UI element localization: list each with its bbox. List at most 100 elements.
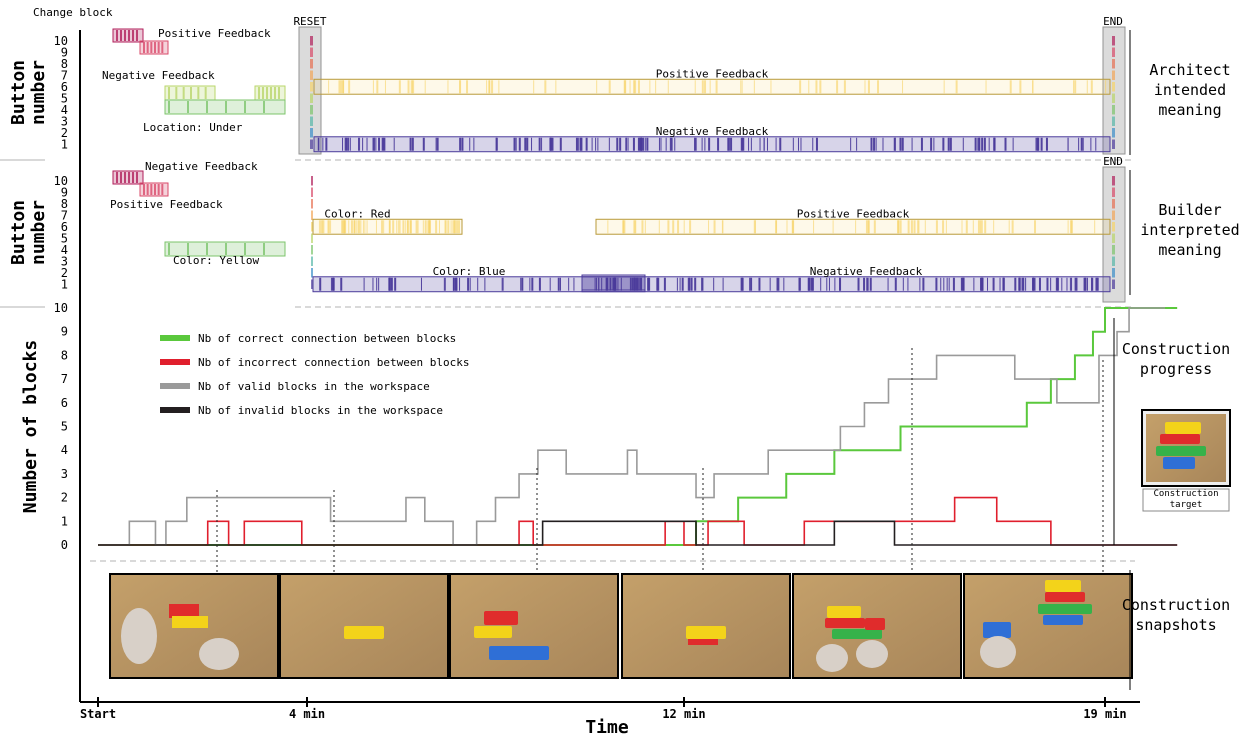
- snapshot-brick: [1038, 604, 1092, 614]
- button-press-tick: [946, 277, 948, 291]
- button-press-tick: [766, 137, 768, 151]
- button-press-tick: [606, 277, 609, 291]
- button-press-tick: [350, 220, 353, 234]
- legend-swatch: [160, 335, 190, 341]
- button-press-tick: [1095, 137, 1097, 151]
- button-press-tick: [658, 220, 660, 234]
- inset-label: Positive Feedback: [158, 27, 271, 40]
- button-press-tick: [800, 137, 802, 151]
- snapshot-brick: [1045, 580, 1081, 592]
- button-press-tick: [980, 220, 983, 234]
- ytick-label: 2: [61, 266, 68, 280]
- button-press-tick: [489, 80, 491, 94]
- button-press-tick: [979, 137, 981, 151]
- button-press-tick: [310, 59, 313, 69]
- button-press-tick: [1008, 220, 1010, 234]
- band-label: Color: Red: [324, 207, 390, 220]
- button-press-tick: [866, 277, 869, 291]
- button-press-tick: [763, 137, 765, 151]
- button-press-tick: [549, 137, 551, 151]
- ytick-label: 6: [61, 396, 68, 410]
- inset-label: Color: Yellow: [173, 254, 259, 267]
- button-press-tick: [902, 80, 904, 94]
- button-press-tick: [322, 220, 325, 234]
- button-press-tick: [649, 80, 651, 94]
- button-press-tick: [1090, 137, 1092, 151]
- inset-label: Negative Feedback: [145, 160, 258, 173]
- button-press-tick: [596, 80, 598, 94]
- button-press-tick: [836, 80, 839, 94]
- ytick-label: 5: [61, 231, 68, 245]
- inset-change-block-tick: [116, 30, 118, 41]
- button-press-tick: [660, 137, 662, 151]
- inset-negative-tick: [262, 87, 264, 99]
- button-press-tick: [524, 137, 527, 151]
- inset-label: Change block: [33, 6, 113, 19]
- button-press-tick: [410, 80, 413, 94]
- button-press-tick: [875, 137, 877, 151]
- button-press-tick: [384, 80, 386, 94]
- ytick-label: 8: [61, 348, 68, 362]
- button-press-tick: [601, 277, 603, 291]
- button-press-tick: [1086, 80, 1088, 94]
- ylabel-group: Button number: [8, 200, 49, 265]
- ytick-label: 6: [61, 220, 68, 234]
- inset-negative-tick: [168, 87, 170, 99]
- button-press-tick: [992, 277, 995, 291]
- button-press-tick: [727, 137, 730, 151]
- button-press-tick: [679, 277, 681, 291]
- ytick-label: 9: [61, 185, 68, 199]
- button-press-tick: [899, 220, 902, 234]
- button-press-tick: [631, 277, 634, 291]
- button-press-tick: [577, 137, 579, 151]
- button-press-tick: [1018, 277, 1021, 291]
- button-press-tick: [531, 277, 534, 291]
- ytick-label: 7: [61, 208, 68, 222]
- button-press-tick: [913, 220, 916, 234]
- ytick-label: 6: [61, 80, 68, 94]
- button-press-tick: [670, 137, 673, 151]
- snapshot-brick: [169, 604, 199, 618]
- button-press-tick: [899, 137, 902, 151]
- button-press-tick: [749, 277, 751, 291]
- side-label: interpreted: [1140, 221, 1239, 239]
- button-press-tick: [1112, 268, 1115, 278]
- button-press-tick: [955, 80, 958, 94]
- button-press-tick: [392, 220, 395, 234]
- inset-positive-tick: [154, 42, 156, 53]
- button-press-tick: [727, 137, 729, 151]
- button-press-tick: [362, 137, 364, 151]
- button-press-tick: [609, 277, 612, 291]
- inset-negative-tick: [258, 87, 260, 99]
- inset-positive-tick: [146, 184, 149, 195]
- button-press-tick: [987, 277, 989, 291]
- button-press-tick: [777, 277, 780, 291]
- button-press-tick: [549, 277, 551, 291]
- button-press-tick: [619, 137, 622, 151]
- button-press-tick: [402, 220, 405, 234]
- button-press-tick: [1112, 233, 1115, 243]
- button-press-tick: [1035, 137, 1037, 151]
- button-press-tick: [1084, 277, 1087, 291]
- button-press-tick: [1105, 80, 1107, 94]
- button-press-tick: [1069, 277, 1071, 291]
- button-press-tick: [868, 220, 870, 234]
- button-press-tick: [978, 137, 981, 151]
- band-label: Positive Feedback: [797, 207, 910, 220]
- button-press-tick: [372, 137, 375, 151]
- ytick-label: 10: [54, 174, 68, 188]
- ytick-label: 4: [61, 443, 68, 457]
- side-label: meaning: [1158, 101, 1221, 119]
- button-press-tick: [810, 277, 813, 291]
- button-press-tick: [398, 80, 401, 94]
- button-press-tick: [491, 80, 494, 94]
- button-press-tick: [759, 137, 761, 151]
- button-press-tick: [722, 220, 724, 234]
- inset-negative-tick: [124, 172, 126, 183]
- button-press-tick: [945, 220, 947, 234]
- button-press-tick: [422, 220, 424, 234]
- button-press-tick: [658, 137, 660, 151]
- button-press-tick: [1033, 277, 1036, 291]
- inset-label: Location: Under: [143, 121, 243, 134]
- button-press-tick: [750, 277, 753, 291]
